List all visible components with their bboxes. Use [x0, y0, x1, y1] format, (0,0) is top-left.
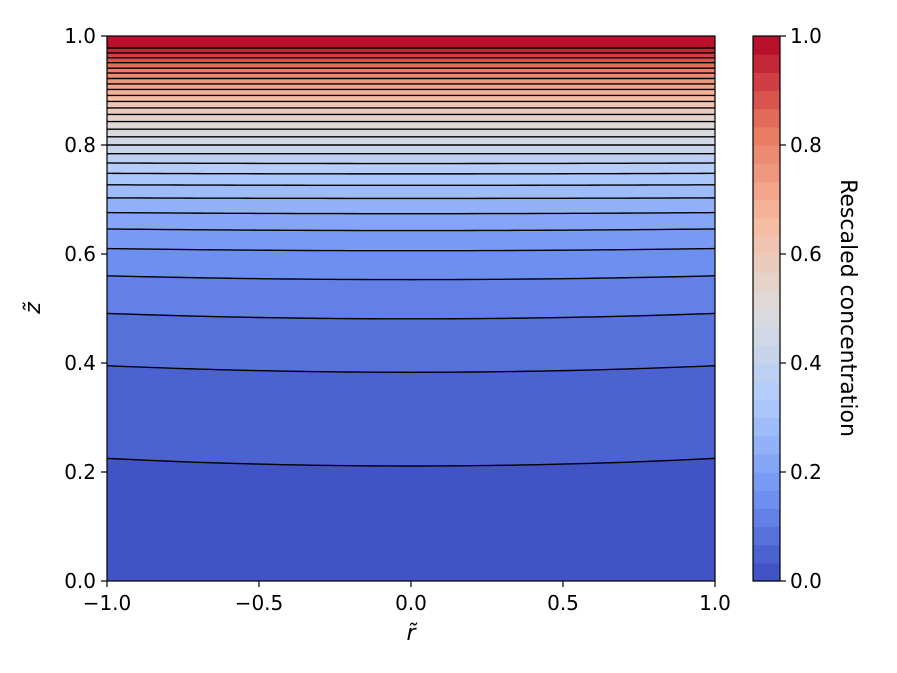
- x-tick-label: −0.5: [235, 591, 284, 615]
- contour-line: [107, 211, 715, 215]
- colorbar-level: [753, 90, 780, 110]
- colorbar-level: [753, 453, 780, 473]
- x-tick-label: 1.0: [699, 591, 731, 615]
- colorbar: 0.0 0.2 0.4 0.6 0.8 1.0 Rescaled concentratio…: [752, 24, 860, 593]
- colorbar-level: [753, 72, 780, 92]
- y-tick-label: 0.2: [64, 460, 96, 484]
- colorbar-frame: [752, 35, 781, 582]
- colorbar-level: [753, 254, 780, 273]
- colorbar-level: [753, 544, 780, 564]
- contour-line: [107, 247, 715, 252]
- contour-line: [107, 275, 715, 281]
- colorbar-level: [753, 199, 780, 219]
- colorbar-tick-label: 0.4: [790, 351, 822, 375]
- colorbar-level: [753, 308, 780, 328]
- contour-lines: [107, 47, 715, 467]
- colorbar-level: [753, 326, 780, 346]
- y-axis-label: z̃: [21, 302, 46, 315]
- contour-line: [107, 457, 715, 467]
- y-tick-label: 0.8: [64, 133, 96, 157]
- colorbar-level: [753, 54, 780, 73]
- colorbar-level: [753, 399, 780, 419]
- x-tick-label: 0.0: [395, 591, 427, 615]
- contour-line: [107, 162, 715, 165]
- colorbar-level: [753, 363, 780, 382]
- colorbar-level: [753, 562, 780, 582]
- colorbar-level: [753, 435, 780, 455]
- contour-line: [107, 197, 715, 200]
- y-tick-label: 0.6: [64, 242, 96, 266]
- colorbar-level: [753, 381, 780, 400]
- y-axis-ticks: 0.0 0.2 0.4 0.6 0.8 1.0: [64, 24, 107, 593]
- x-tick-label: −1.0: [83, 591, 132, 615]
- x-axis-ticks: −1.0 −0.5 0.0 0.5 1.0: [83, 581, 731, 615]
- colorbar-level: [753, 108, 780, 128]
- contour-line: [107, 172, 715, 175]
- colorbar-level: [753, 235, 780, 255]
- x-axis-label: r̃: [406, 621, 418, 646]
- y-tick-label: 1.0: [64, 24, 96, 48]
- colorbar-label: Rescaled concentration: [835, 179, 860, 437]
- contour-line: [107, 184, 715, 187]
- colorbar-tick-label: 0.6: [790, 242, 822, 266]
- colorbar-level: [753, 344, 780, 364]
- colorbar-level: [753, 145, 780, 164]
- colorbar-level: [753, 163, 780, 182]
- colorbar-level: [753, 526, 780, 546]
- colorbar-level: [753, 217, 780, 237]
- colorbar-level: [753, 272, 780, 291]
- y-tick-label: 0.0: [64, 569, 96, 593]
- colorbar-tick-label: 0.2: [790, 460, 822, 484]
- colorbar-tick-label: 0.8: [790, 133, 822, 157]
- x-tick-label: 0.5: [547, 591, 579, 615]
- contour-line: [107, 228, 715, 232]
- colorbar-bands: [753, 36, 780, 582]
- colorbar-level: [753, 490, 780, 509]
- contour-line: [107, 365, 715, 373]
- y-tick-label: 0.4: [64, 351, 96, 375]
- colorbar-level: [753, 472, 780, 491]
- contour-line: [107, 312, 715, 320]
- colorbar-level: [753, 508, 780, 528]
- colorbar-level: [753, 126, 780, 146]
- colorbar-tick-label: 1.0: [790, 24, 822, 48]
- filled-contour-bands: [107, 36, 715, 581]
- contour-band: [107, 36, 715, 49]
- colorbar-ticks: 0.0 0.2 0.4 0.6 0.8 1.0: [780, 24, 822, 593]
- colorbar-level: [753, 417, 780, 437]
- colorbar-level: [753, 290, 780, 310]
- plot-area: [107, 36, 715, 581]
- colorbar-tick-label: 0.0: [790, 569, 822, 593]
- colorbar-level: [753, 181, 780, 201]
- colorbar-level: [753, 36, 780, 55]
